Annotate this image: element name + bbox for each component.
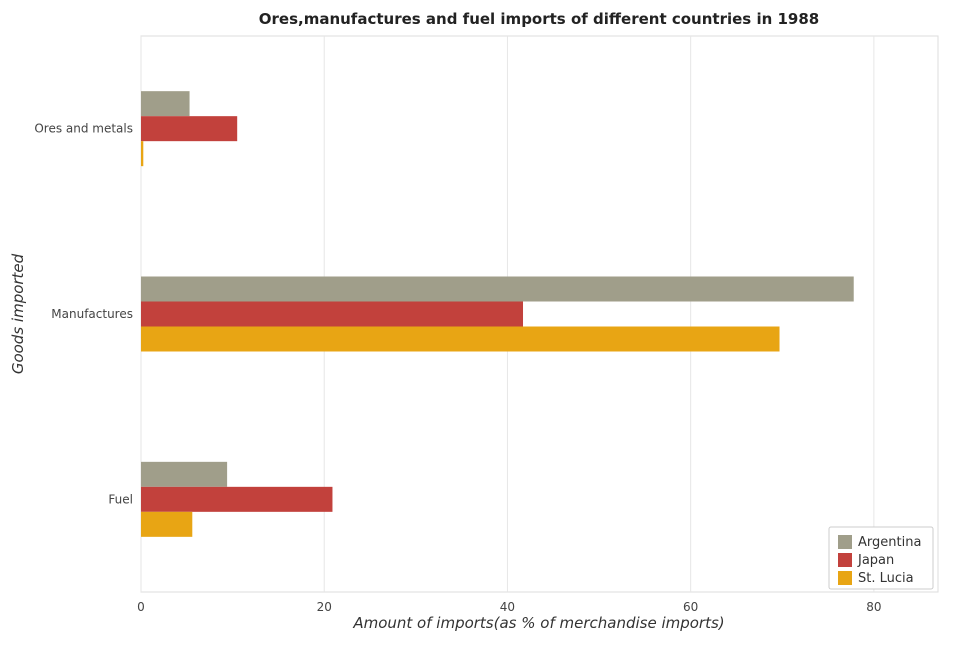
bar-st-lucia-2 [141, 511, 193, 537]
legend-label-2: St. Lucia [858, 571, 914, 586]
legend-box [828, 526, 934, 590]
x-tick-label-4: 80 [866, 600, 881, 614]
bar-argentina-2 [141, 461, 228, 487]
y-ticks: Ores and metals Manufactures Fuel [34, 122, 133, 507]
x-axis-label: Amount of imports(as % of merchandise im… [352, 614, 724, 632]
legend-swatch-1 [838, 553, 852, 567]
bars [141, 91, 854, 537]
x-tick-label-1: 20 [317, 600, 332, 614]
bar-argentina-0 [141, 91, 190, 117]
bar-japan-2 [141, 486, 333, 512]
bar-argentina-1 [141, 276, 854, 302]
x-ticks: 0 20 40 60 80 [137, 600, 881, 614]
bar-japan-1 [141, 301, 524, 327]
bar-st-lucia-1 [141, 326, 780, 352]
legend-swatch-0 [838, 535, 852, 549]
legend: Argentina Japan St. Lucia [828, 526, 934, 590]
x-tick-label-2: 40 [500, 600, 515, 614]
bar-st-lucia-0 [141, 141, 144, 167]
legend-label-0: Argentina [858, 535, 921, 550]
legend-swatch-2 [838, 571, 852, 585]
bar-japan-0 [141, 116, 238, 142]
chart-title: Ores,manufactures and fuel imports of di… [259, 10, 819, 28]
x-tick-label-0: 0 [137, 600, 145, 614]
y-tick-label-2: Fuel [108, 492, 133, 506]
x-tick-label-3: 60 [683, 600, 698, 614]
y-tick-label-0: Ores and metals [34, 122, 133, 136]
legend-label-1: Japan [857, 553, 894, 568]
y-tick-label-1: Manufactures [51, 307, 133, 321]
y-axis-label: Goods imported [9, 253, 27, 374]
